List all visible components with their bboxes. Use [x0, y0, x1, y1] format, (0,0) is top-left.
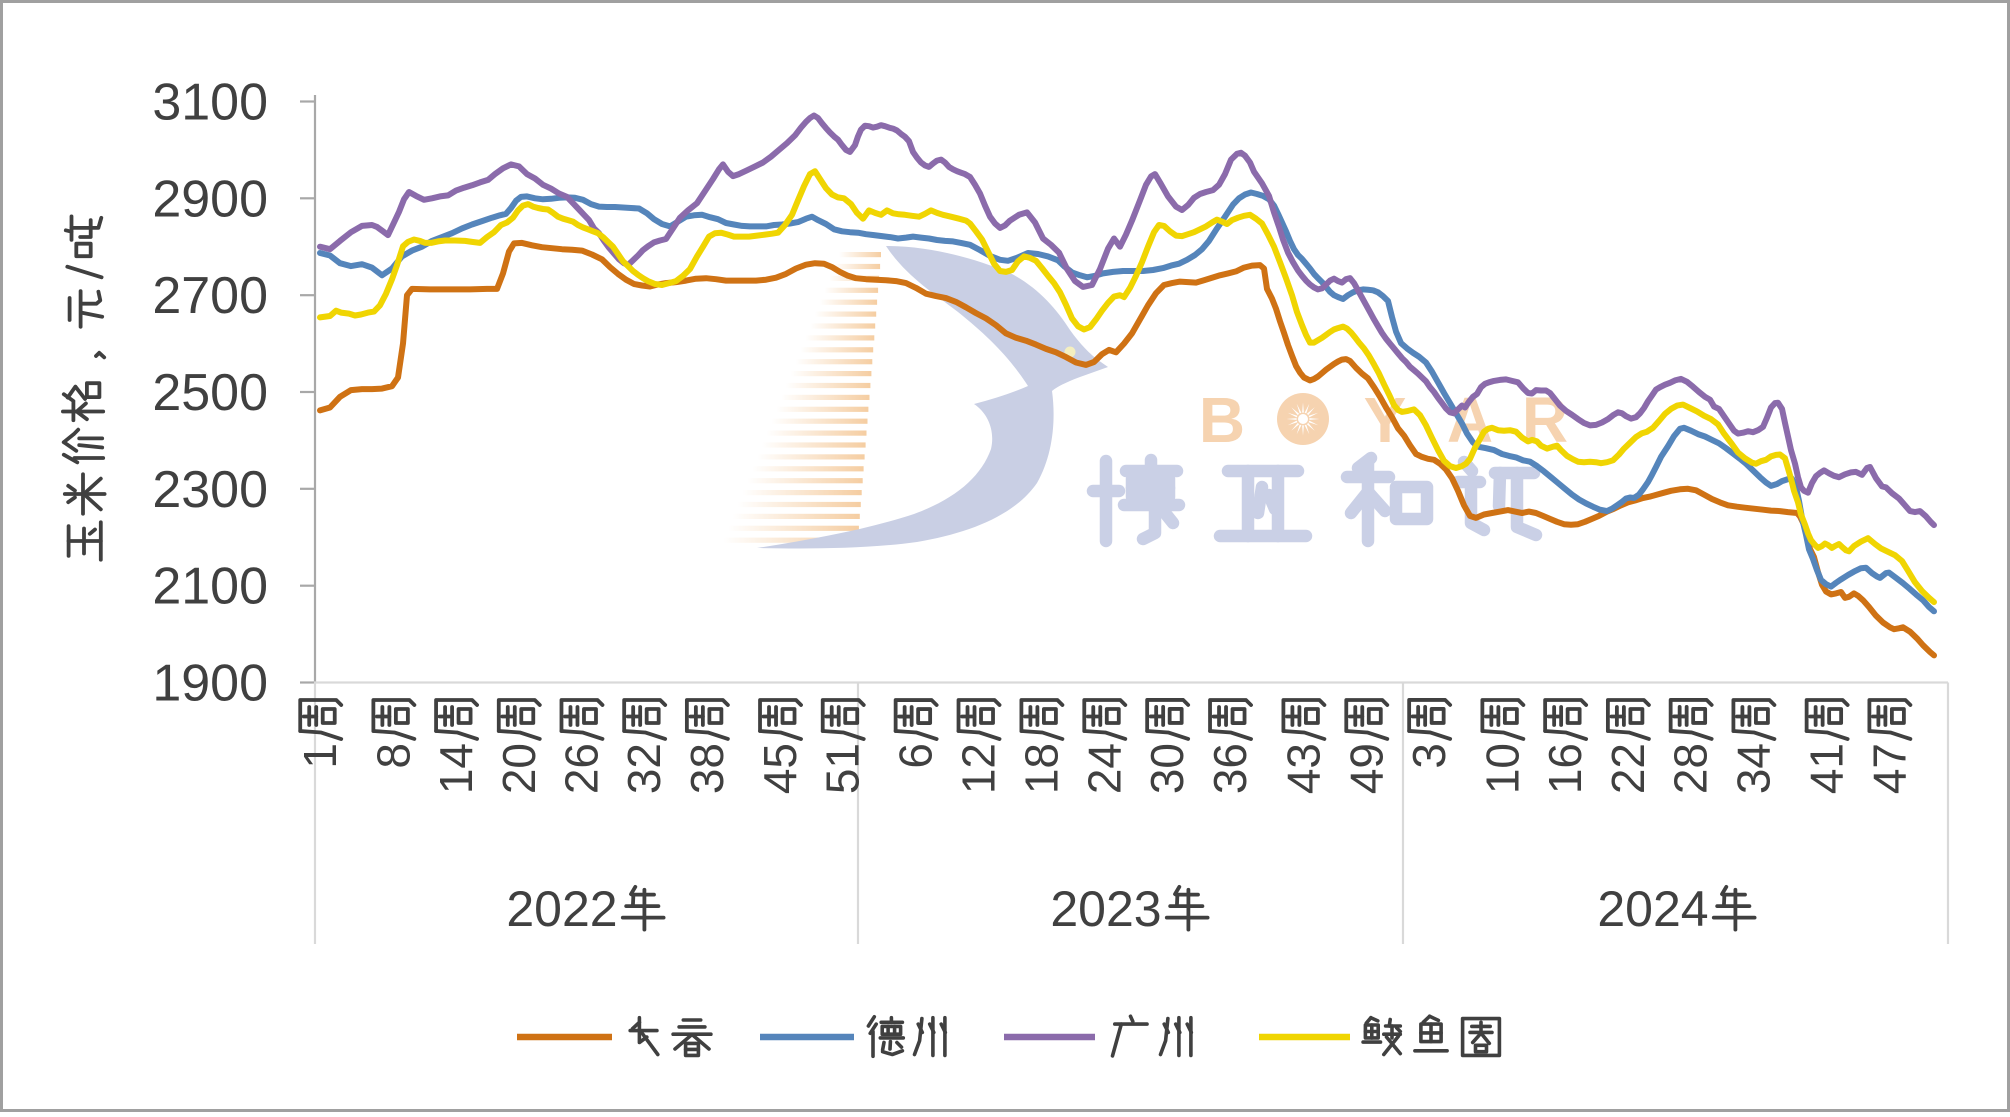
svg-text:38: 38	[681, 743, 733, 794]
svg-text:2024: 2024	[1597, 881, 1708, 937]
svg-text:2500: 2500	[152, 364, 268, 422]
svg-text:1: 1	[294, 743, 346, 769]
svg-text:6: 6	[890, 743, 942, 769]
svg-text:3: 3	[1403, 743, 1455, 769]
svg-text:2023: 2023	[1050, 881, 1161, 937]
svg-text:2900: 2900	[152, 170, 268, 228]
svg-text:30: 30	[1141, 743, 1193, 794]
svg-text:Y: Y	[1364, 384, 1407, 456]
svg-text:2700: 2700	[152, 267, 268, 325]
svg-text:2022: 2022	[506, 881, 617, 937]
svg-text:18: 18	[1015, 743, 1067, 794]
svg-text:10: 10	[1476, 743, 1528, 794]
svg-text:43: 43	[1277, 743, 1329, 794]
svg-text:26: 26	[556, 743, 608, 794]
svg-text:24: 24	[1078, 743, 1130, 794]
svg-text:8: 8	[367, 743, 419, 769]
svg-text:49: 49	[1340, 743, 1392, 794]
svg-text:22: 22	[1602, 743, 1654, 794]
svg-text:28: 28	[1665, 743, 1717, 794]
svg-text:20: 20	[493, 743, 545, 794]
svg-text:32: 32	[618, 743, 670, 794]
svg-text:12: 12	[953, 743, 1005, 794]
svg-text:34: 34	[1727, 743, 1779, 794]
svg-text:41: 41	[1801, 743, 1853, 794]
svg-text:3100: 3100	[152, 74, 268, 132]
svg-text:B: B	[1199, 384, 1245, 456]
svg-text:2100: 2100	[152, 558, 268, 616]
svg-text:16: 16	[1539, 743, 1591, 794]
svg-text:14: 14	[430, 743, 482, 794]
svg-text:51: 51	[817, 743, 869, 794]
svg-text:47: 47	[1863, 743, 1915, 794]
svg-text:1900: 1900	[152, 655, 268, 713]
svg-text:36: 36	[1204, 743, 1256, 794]
svg-text:2300: 2300	[152, 461, 268, 519]
svg-text:45: 45	[754, 743, 806, 794]
